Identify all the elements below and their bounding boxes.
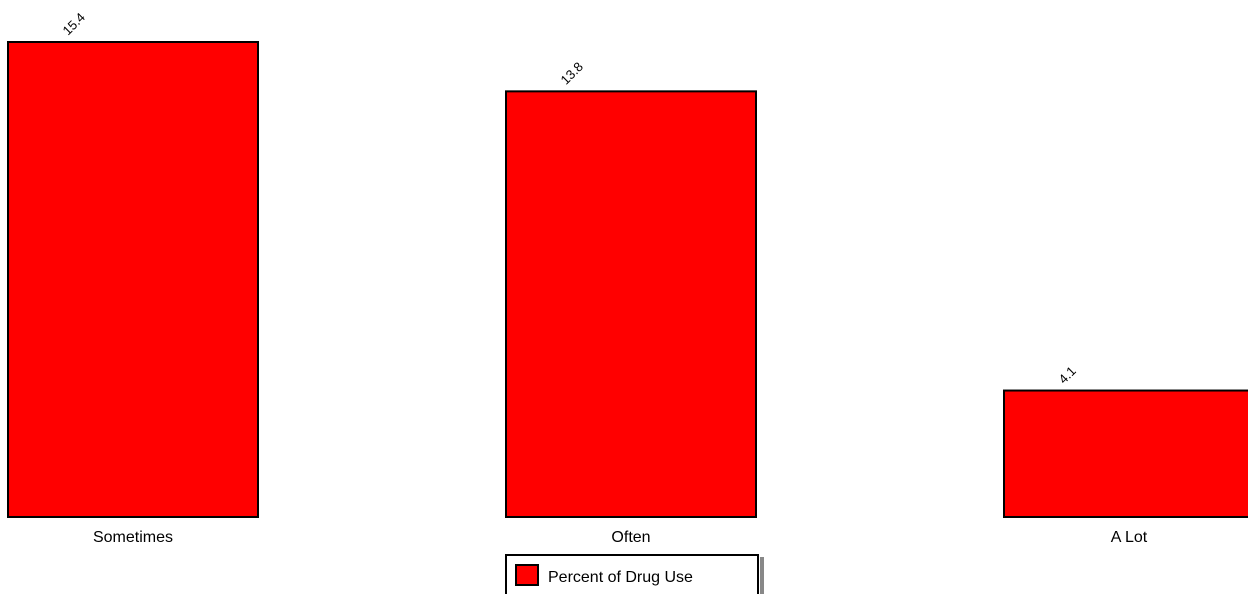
bar xyxy=(1003,389,1248,519)
legend-swatch xyxy=(515,564,539,586)
x-tick-label: Sometimes xyxy=(93,529,173,546)
legend: Percent of Drug Use xyxy=(505,554,764,594)
value-label: 13.8 xyxy=(558,59,587,88)
legend-shadow xyxy=(760,557,764,594)
bar xyxy=(7,41,259,518)
x-tick-label: Often xyxy=(611,529,650,546)
value-label: 4.1 xyxy=(1056,363,1079,386)
legend-box xyxy=(505,554,759,594)
value-label: 15.4 xyxy=(60,10,89,39)
bar xyxy=(505,90,757,518)
legend-label: Percent of Drug Use xyxy=(548,569,693,586)
x-tick-label: A Lot xyxy=(1111,529,1148,546)
